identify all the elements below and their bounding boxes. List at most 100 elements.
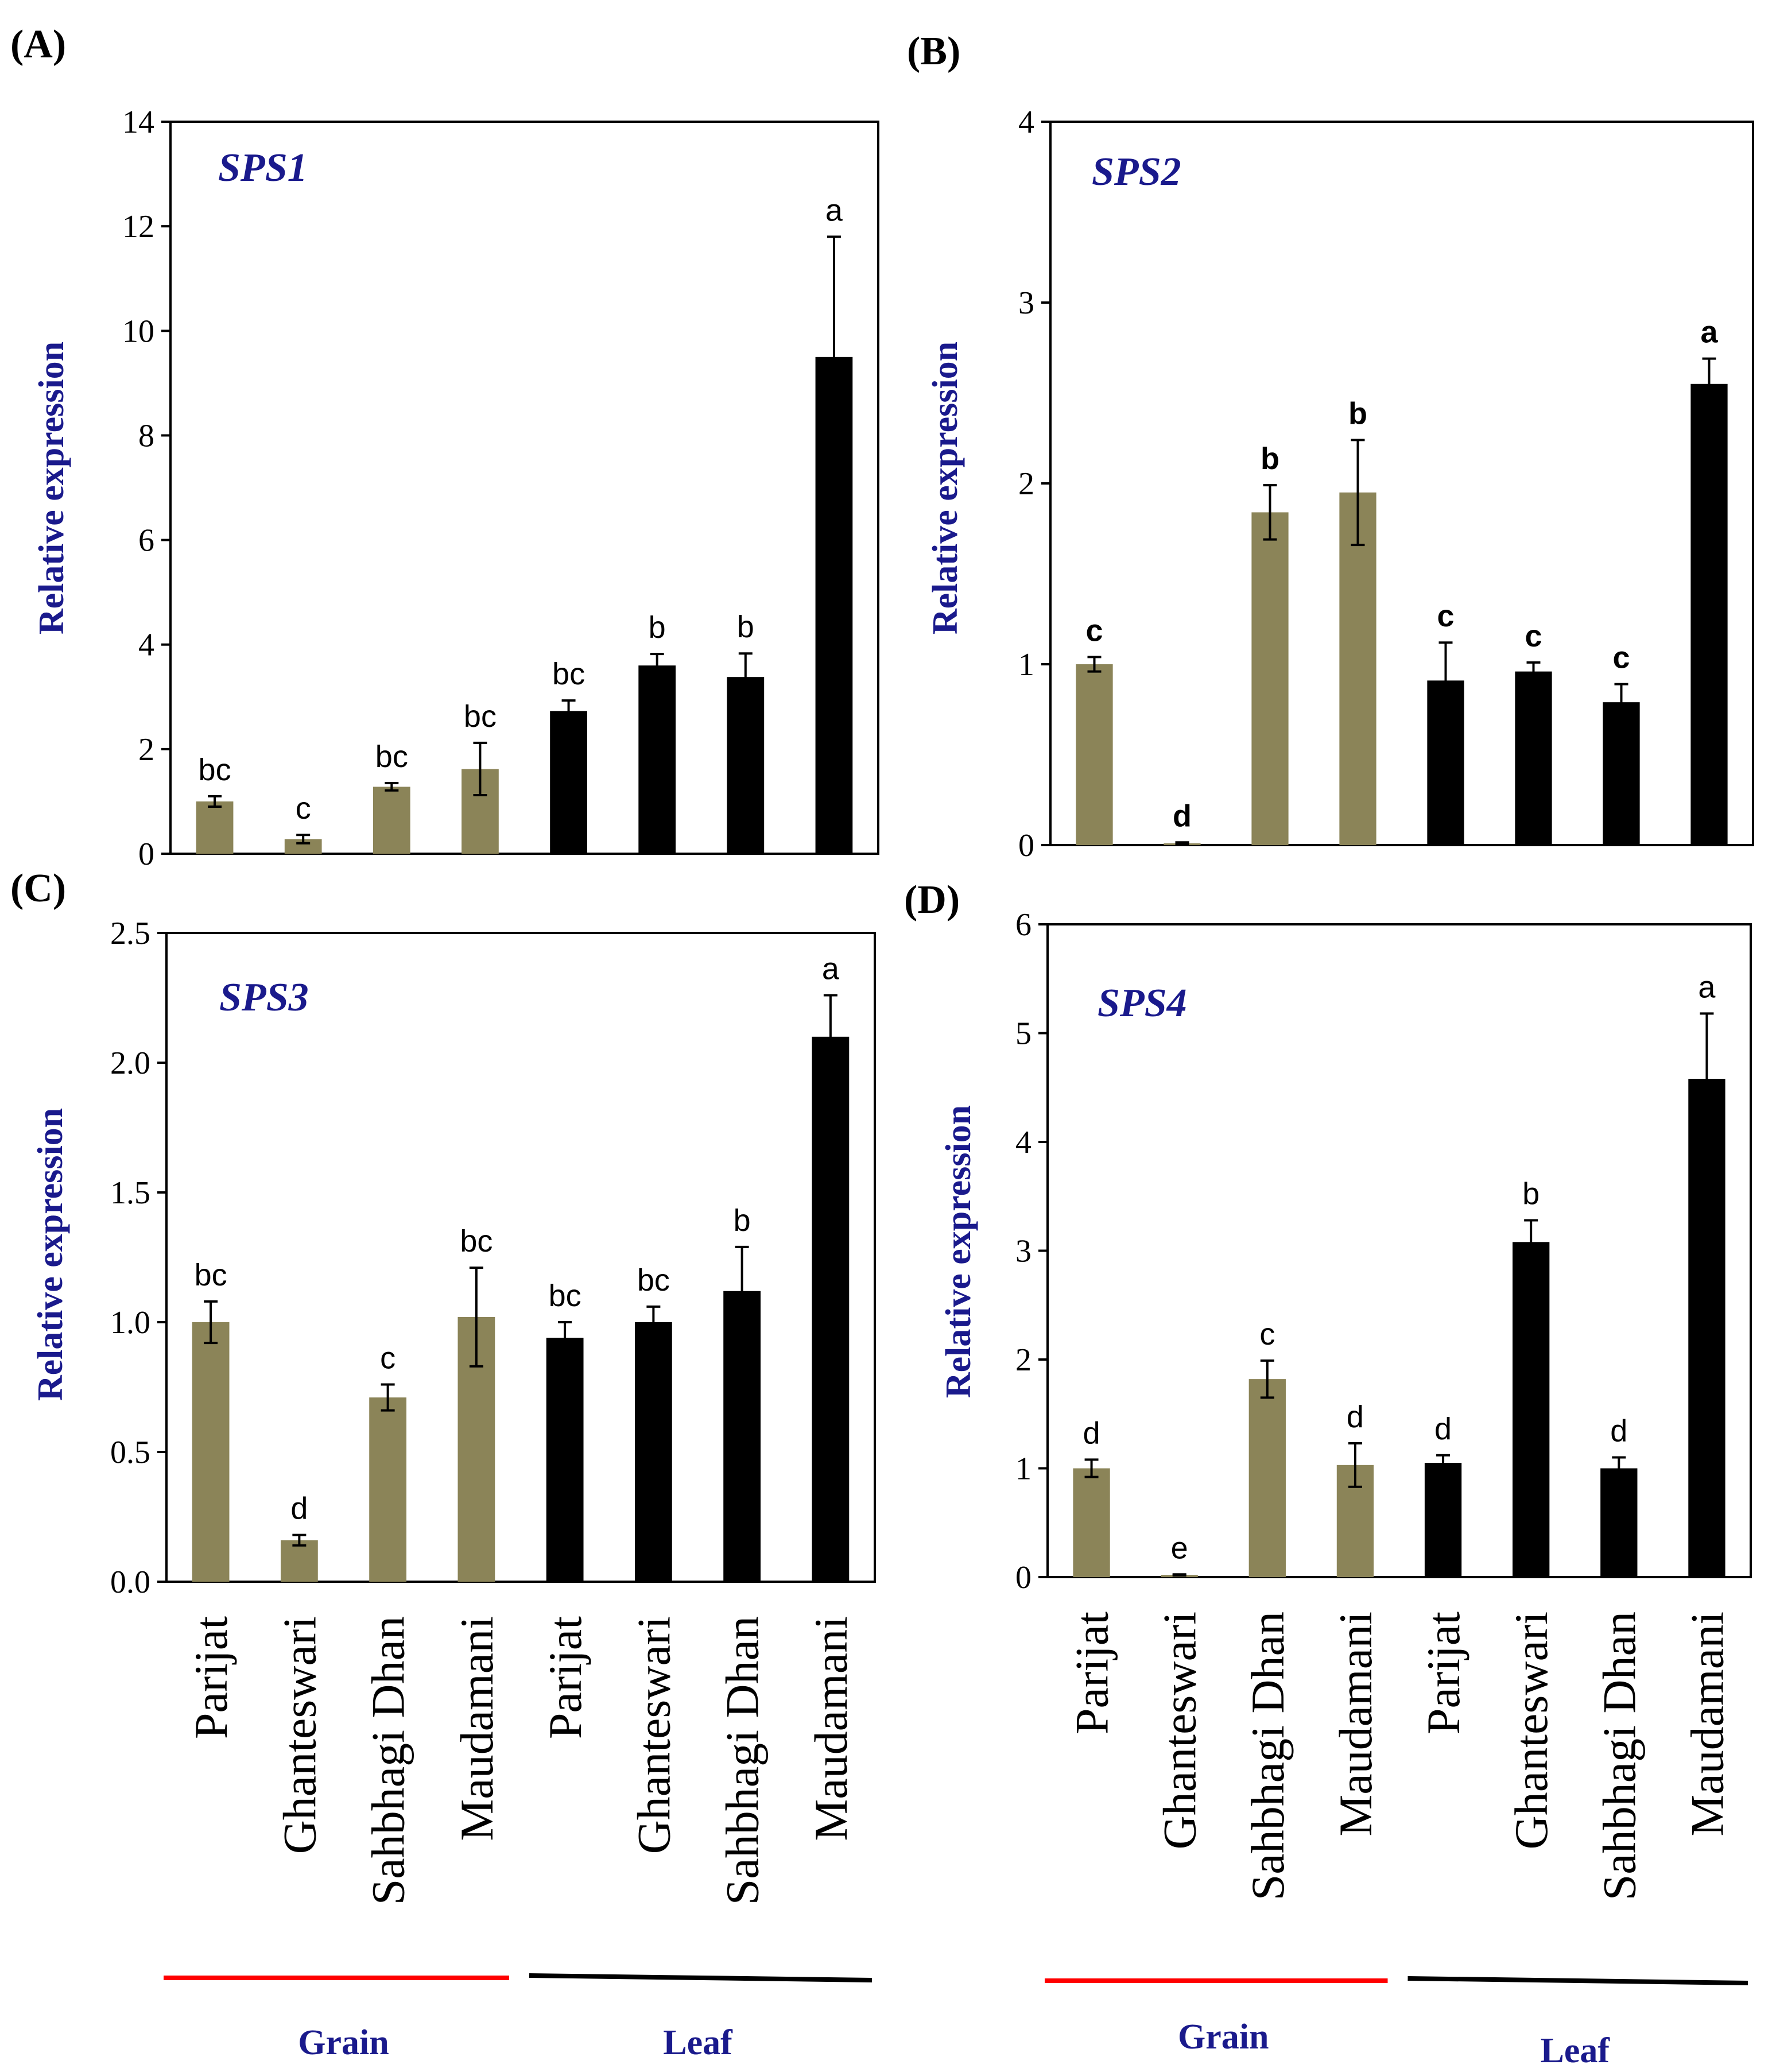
- bar: [373, 787, 410, 854]
- significance-letter: d: [1434, 1412, 1452, 1446]
- significance-letter: c: [1085, 613, 1103, 648]
- plot-frame: [165, 932, 876, 1583]
- bar: [634, 1322, 672, 1582]
- significance-letter: b: [1261, 441, 1279, 476]
- y-tick-label: 1.5: [110, 1175, 150, 1211]
- y-tick-label: 14: [122, 104, 154, 140]
- y-tick-label: 1.0: [110, 1305, 150, 1341]
- y-tick-label: 1: [1018, 647, 1034, 683]
- bar: [192, 1322, 230, 1582]
- category-label: Parijat: [1417, 1612, 1469, 1734]
- significance-letter: d: [1347, 1400, 1364, 1434]
- bar: [1073, 1468, 1110, 1577]
- significance-letter: bc: [637, 1263, 670, 1298]
- significance-letter: b: [734, 1203, 751, 1238]
- y-tick-label: 2: [1015, 1342, 1032, 1378]
- y-tick-label: 6: [1015, 907, 1032, 943]
- significance-letter: bc: [199, 753, 231, 787]
- y-tick-label: 2: [1018, 466, 1034, 502]
- y-tick-label: 1: [1015, 1451, 1032, 1487]
- y-axis-label: Relative expression: [939, 1105, 978, 1398]
- chart-panel-1: (A) SPS1 Relative expression 0 2 4 6 8 10 12 14 bc c…: [10, 22, 879, 872]
- y-tick-label: 3: [1015, 1234, 1032, 1269]
- significance-letter: a: [825, 193, 843, 227]
- significance-letter: d: [1610, 1414, 1627, 1449]
- bar: [1251, 512, 1289, 845]
- significance-letter: e: [1171, 1531, 1188, 1565]
- y-tick-label: 10: [122, 313, 154, 349]
- panel-letter: (D): [904, 878, 960, 922]
- significance-letter: c: [1612, 641, 1630, 675]
- category-label: Sahbhagi Dhan: [1242, 1612, 1294, 1900]
- category-label: Ghanteswari: [273, 1616, 325, 1854]
- group-label-grain: Grain: [1178, 2017, 1269, 2056]
- group-label-leaf: Leaf: [663, 2023, 733, 2062]
- bar: [550, 711, 587, 854]
- gene-title: SPS4: [1098, 981, 1187, 1025]
- category-label: Maudamani: [805, 1616, 857, 1841]
- chart-panel-4: (D) SPS4 Relative expression 0 1 2 3 4 5 6 d e c d d b d…: [904, 878, 1752, 2070]
- y-tick-label: 4: [1015, 1125, 1032, 1160]
- bar: [1690, 384, 1728, 845]
- bar: [1600, 1468, 1638, 1577]
- y-tick-label: 2: [138, 732, 154, 768]
- group-label-leaf: Leaf: [1540, 2031, 1610, 2070]
- significance-letter: d: [290, 1492, 308, 1526]
- panel-letter: (B): [907, 29, 960, 73]
- category-label: Parijat: [1066, 1612, 1118, 1734]
- significance-letter: b: [649, 610, 666, 645]
- significance-letter: c: [1259, 1317, 1275, 1351]
- bar: [812, 1036, 850, 1582]
- y-tick-label: 0: [1015, 1560, 1032, 1595]
- category-label: Maudamani: [1329, 1612, 1382, 1837]
- y-tick-label: 4: [138, 628, 154, 663]
- significance-letter: a: [1698, 970, 1716, 1004]
- bar: [1248, 1379, 1286, 1577]
- category-label: Maudamani: [1681, 1612, 1733, 1837]
- bar: [546, 1338, 584, 1582]
- bar: [1339, 492, 1376, 845]
- significance-letter: bc: [195, 1258, 227, 1292]
- chart-panel-2: (B) SPS2 Relative expression 0 1 2 3 4 c d b b c c c a: [907, 29, 1754, 863]
- bar: [1688, 1079, 1725, 1577]
- significance-letter: bc: [552, 657, 585, 691]
- significance-letter: d: [1083, 1416, 1100, 1450]
- significance-letter: b: [737, 610, 754, 644]
- leaf-group-line: [529, 1973, 873, 1982]
- significance-letter: bc: [460, 1224, 493, 1258]
- chart-panel-3: (C) SPS3 Relative expression 0.0 0.5 1.0 1.5 2.…: [10, 866, 876, 2062]
- category-label: Ghanteswari: [627, 1616, 680, 1854]
- category-label: Sahbhagi Dhan: [362, 1616, 414, 1905]
- y-axis-label: Relative expression: [926, 342, 965, 634]
- plot-frame: [169, 121, 879, 855]
- bar: [280, 1540, 318, 1582]
- significance-letter: c: [1437, 599, 1454, 633]
- significance-letter: bc: [464, 699, 497, 734]
- panel-letter: (A): [10, 22, 66, 67]
- significance-letter: a: [1700, 315, 1718, 350]
- panel-letter: (C): [10, 866, 66, 911]
- gene-title: SPS2: [1092, 150, 1181, 194]
- category-label: Ghanteswari: [1505, 1612, 1557, 1849]
- significance-letter: c: [380, 1341, 395, 1375]
- y-tick-label: 3: [1018, 285, 1034, 321]
- bar: [638, 665, 676, 854]
- significance-letter: c: [1525, 619, 1542, 653]
- category-label: Ghanteswari: [1154, 1612, 1206, 1849]
- plot-frame: [1049, 121, 1754, 846]
- leaf-group-line: [1407, 1976, 1748, 1985]
- bar: [369, 1397, 407, 1582]
- group-label-grain: Grain: [298, 2023, 389, 2062]
- category-label: Parijat: [185, 1616, 237, 1739]
- category-label: Sahbhagi Dhan: [1593, 1612, 1645, 1900]
- y-axis-label: Relative expression: [32, 342, 71, 634]
- y-tick-label: 2.0: [110, 1045, 150, 1081]
- y-tick-label: 5: [1015, 1016, 1032, 1052]
- category-label: Parijat: [539, 1616, 591, 1739]
- gene-title: SPS1: [218, 146, 308, 190]
- bar: [196, 801, 234, 854]
- gene-title: SPS3: [219, 975, 309, 1020]
- bar: [723, 1291, 761, 1582]
- y-tick-label: 12: [122, 209, 154, 245]
